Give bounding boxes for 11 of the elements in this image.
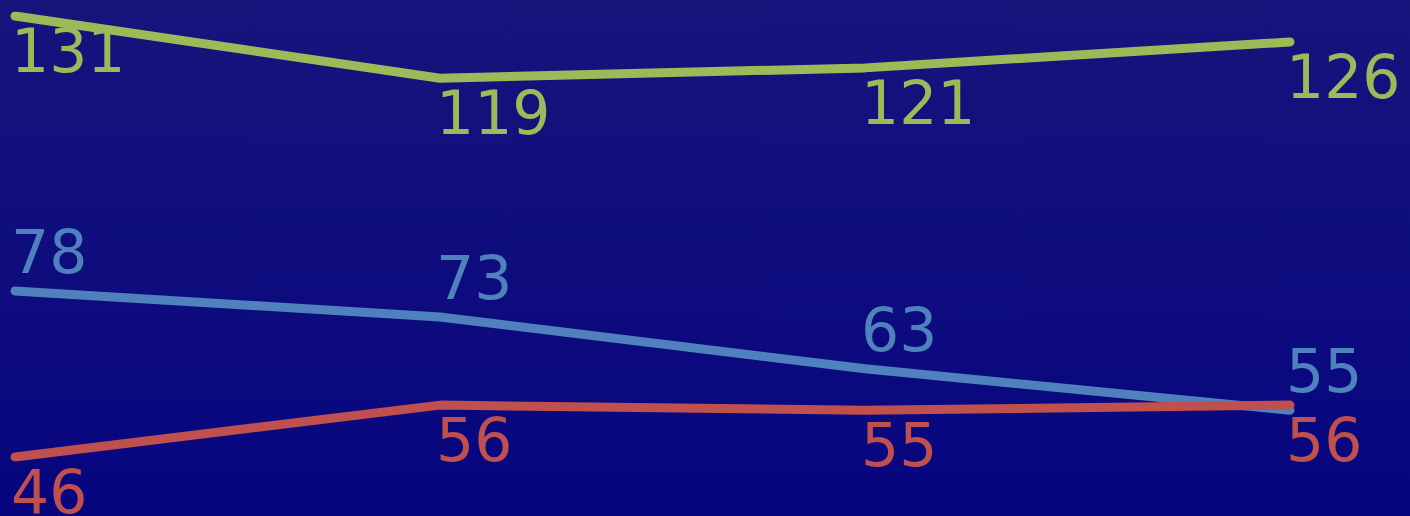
data-label: 73 [436,242,513,313]
data-label: 63 [861,294,938,365]
data-label: 55 [1286,336,1363,407]
data-label: 78 [11,216,88,287]
data-label: 46 [11,457,88,516]
data-label: 56 [1286,405,1363,476]
data-label: 56 [436,405,513,476]
data-label: 121 [861,67,976,138]
data-label: 55 [861,410,938,481]
data-label: 126 [1286,41,1401,112]
data-label: 119 [436,78,551,149]
